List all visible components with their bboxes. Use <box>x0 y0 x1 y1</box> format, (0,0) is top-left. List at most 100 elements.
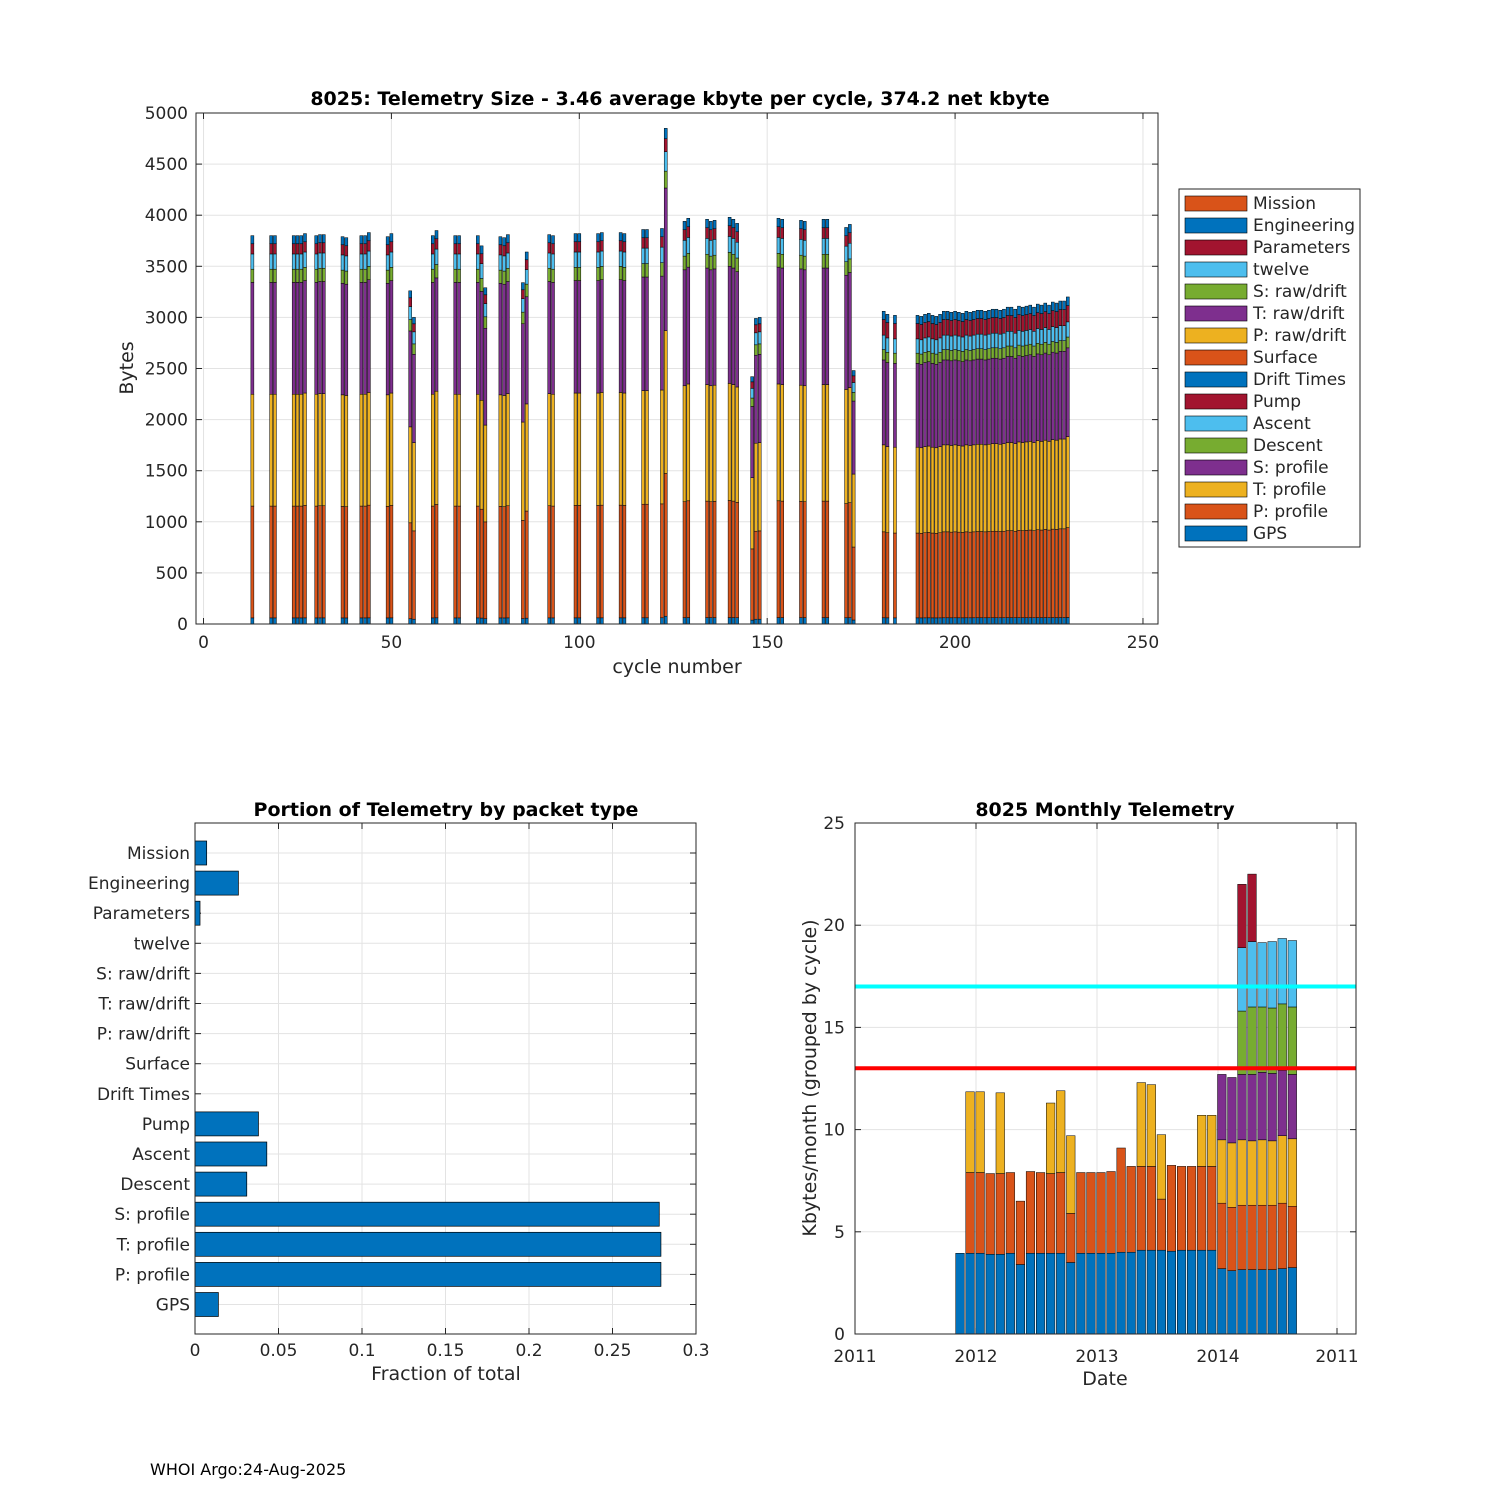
c1-bar-segment <box>1043 302 1048 312</box>
c1-legend-label: S: raw/drift <box>1253 282 1347 302</box>
c1-bar-segment <box>851 546 856 621</box>
c1-bar-segment <box>964 617 969 625</box>
c1-bar-segment <box>953 617 957 625</box>
c1-bar-segment <box>990 347 995 359</box>
c1-bar-segment <box>915 338 920 354</box>
c1-bar-segment <box>453 235 458 245</box>
c1-bar-segment <box>987 318 991 335</box>
c1-bar-segment <box>1058 300 1063 310</box>
c1-bar-segment <box>412 331 416 345</box>
c1-bar-segment <box>663 170 668 189</box>
c1-bar-segment <box>322 268 326 282</box>
c1-bar-segment <box>1035 529 1040 618</box>
c1-bar-segment <box>412 618 416 625</box>
c1-legend-swatch <box>1184 305 1248 322</box>
c3-bar-segment <box>1237 947 1247 1012</box>
c1-bar-segment <box>927 445 931 533</box>
c1-bar-segment <box>705 227 709 239</box>
c1-bar-segment <box>322 242 326 254</box>
c1-bar-segment <box>1024 330 1029 346</box>
c1-bar-segment <box>1002 617 1006 625</box>
c1-bar-segment <box>314 268 319 283</box>
c1-bar-segment <box>844 389 848 504</box>
c1-bar-segment <box>731 254 736 269</box>
c1-bar-segment <box>1024 530 1029 618</box>
c1-bar-segment <box>949 320 954 337</box>
c1-bar-segment <box>506 281 510 394</box>
c1-bar-segment <box>754 530 758 620</box>
c1-bar-segment <box>975 348 980 360</box>
c1-bar-segment <box>968 617 972 625</box>
c1-bar-segment <box>709 617 713 625</box>
c1-bar-segment <box>923 337 927 353</box>
c1-bar-segment <box>479 291 484 401</box>
c1-bar-segment <box>942 319 946 336</box>
c1-xtick-label: 100 <box>563 633 595 653</box>
c3-ytick-label: 15 <box>823 1018 845 1038</box>
c1-bar-segment <box>885 532 890 619</box>
c1-bar-segment <box>990 443 995 532</box>
c1-bar-segment <box>709 385 713 502</box>
c1-bar-segment <box>949 312 954 321</box>
c1-bar-segment <box>709 255 713 271</box>
c1-bar-segment <box>1062 617 1066 625</box>
c1-bar-segment <box>521 323 525 423</box>
c1-bar-segment <box>1032 442 1036 531</box>
c1-bar-segment <box>968 531 972 619</box>
c3-bar-segment <box>1237 1074 1247 1141</box>
c1-bar-segment <box>938 337 942 353</box>
c1-bar-segment <box>934 533 939 619</box>
c1-bar-segment <box>915 446 920 534</box>
c1-bar-segment <box>359 243 364 255</box>
c1-bar-segment <box>844 227 848 237</box>
c1-bar-segment <box>506 505 510 619</box>
c2-ytick-label: P: profile <box>115 1265 190 1285</box>
c1-bar-segment <box>596 251 600 268</box>
c1-bar-segment <box>344 395 349 507</box>
c3-bar-segment <box>1136 1082 1146 1167</box>
c3-bar-segment <box>1277 1070 1287 1136</box>
c1-bar-segment <box>953 311 957 320</box>
c1-bar-segment <box>660 262 664 277</box>
c1-bar-segment <box>641 617 645 625</box>
c1-bar-segment <box>479 508 484 619</box>
c1-bar-segment <box>979 318 984 335</box>
c1-bar-segment <box>273 505 277 619</box>
c2-tick-labels: 0 0.05 0.1 0.15 0.2 0.25 0.3 Mission Engineering… <box>88 844 710 1361</box>
c1-bar-segment <box>927 532 931 619</box>
c3-bar-segment <box>1257 1139 1267 1206</box>
c1-bar-segment <box>686 226 691 238</box>
c1-bar-segment <box>359 253 364 270</box>
c1-bar-segment <box>408 319 412 332</box>
c1-bar-segment <box>547 505 551 619</box>
c1-bar-segment <box>547 281 551 394</box>
c1-bar-segment <box>881 319 886 336</box>
c1-bar-segment <box>344 237 349 247</box>
c1-bar-segment <box>934 617 939 625</box>
c1-bar-segment <box>945 349 950 361</box>
c1-bar-segment <box>1066 305 1070 323</box>
c2-bars <box>194 840 662 1317</box>
c1-legend-swatch <box>1184 481 1248 498</box>
c3-bar-segment <box>1015 1264 1025 1335</box>
c3-bar-segment <box>1086 1253 1096 1335</box>
c1-bar-segment <box>885 337 890 353</box>
c1-bar-segment <box>1024 314 1029 331</box>
c1-bar-segment <box>960 313 965 322</box>
c1-bar-segment <box>893 323 897 340</box>
c3-bar-segment <box>1227 1207 1237 1271</box>
c1-bar-segment <box>990 617 995 625</box>
c1-bar-segment <box>645 503 649 619</box>
c1-bar-segment <box>318 234 322 244</box>
c1-bar-segment <box>506 242 510 254</box>
c1-bar-segment <box>250 505 255 619</box>
c1-bar-segment <box>735 617 739 625</box>
c1-bar-segment <box>998 333 1002 349</box>
c1-legend-label: S: profile <box>1253 458 1329 478</box>
c1-bar-segment <box>1039 441 1044 531</box>
c1-bar-segment <box>344 617 349 625</box>
c1-bar-segment <box>848 387 852 503</box>
c1-bar-segment <box>645 276 649 391</box>
c3-bar-segment <box>995 1254 1005 1335</box>
c1-bar-segment <box>1035 328 1040 344</box>
